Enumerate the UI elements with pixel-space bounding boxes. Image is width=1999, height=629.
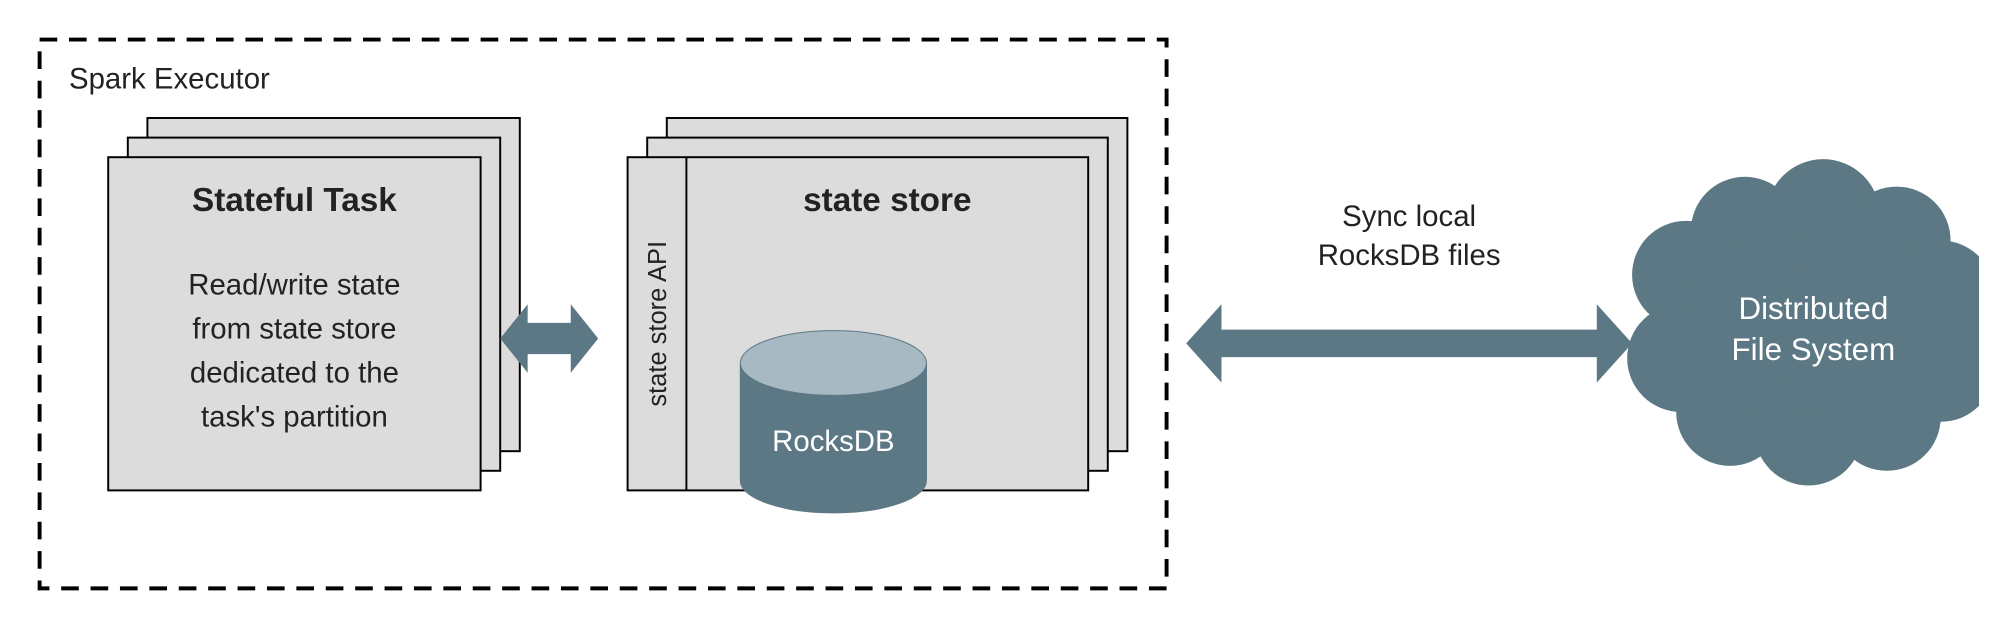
cloud-label-line: File System <box>1732 332 1896 367</box>
task-body-line: task's partition <box>201 401 388 434</box>
sync-label-line: RocksDB files <box>1318 239 1501 272</box>
task-body-line: from state store <box>192 312 396 345</box>
stack-front: Stateful Task Read/write state from state … <box>108 157 480 490</box>
task-body-line: dedicated to the <box>190 357 399 390</box>
executor-label: Spark Executor <box>69 63 270 96</box>
cloud-label-line: Distributed <box>1738 291 1888 326</box>
stack-front: state store API state store RocksDB <box>628 157 1089 513</box>
cylinder-top <box>740 331 926 396</box>
arrow-store-cloud <box>1186 304 1632 382</box>
api-label: state store API <box>644 241 672 407</box>
sync-label-line: Sync local <box>1342 200 1476 233</box>
cylinder-label: RocksDB <box>772 425 894 458</box>
task-title: Stateful Task <box>192 182 397 219</box>
store-title: state store <box>803 182 971 219</box>
task-body-line: Read/write state <box>188 268 400 301</box>
